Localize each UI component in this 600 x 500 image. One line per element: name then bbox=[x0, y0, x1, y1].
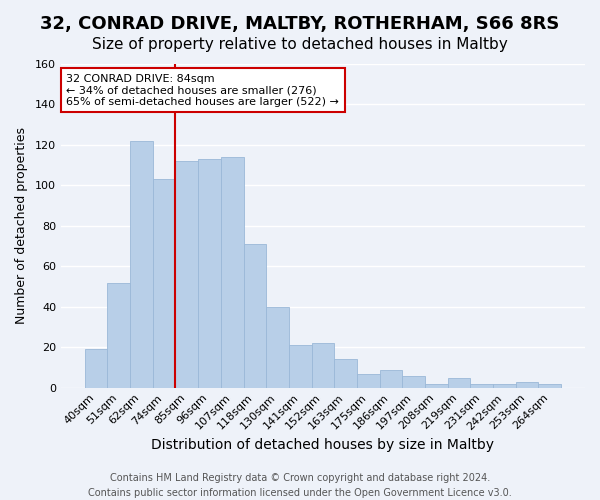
Bar bbox=[266, 307, 289, 388]
Bar bbox=[130, 141, 153, 388]
Bar bbox=[425, 384, 448, 388]
Bar bbox=[107, 282, 130, 388]
Bar bbox=[153, 180, 175, 388]
Bar bbox=[334, 360, 357, 388]
Bar bbox=[516, 382, 538, 388]
Text: Size of property relative to detached houses in Maltby: Size of property relative to detached ho… bbox=[92, 38, 508, 52]
Bar bbox=[289, 345, 311, 388]
Bar bbox=[311, 343, 334, 388]
Bar bbox=[493, 384, 516, 388]
Bar bbox=[198, 159, 221, 388]
Bar bbox=[403, 376, 425, 388]
Bar bbox=[538, 384, 561, 388]
Text: 32 CONRAD DRIVE: 84sqm
← 34% of detached houses are smaller (276)
65% of semi-de: 32 CONRAD DRIVE: 84sqm ← 34% of detached… bbox=[66, 74, 339, 107]
Bar bbox=[85, 350, 107, 388]
Bar bbox=[175, 161, 198, 388]
Text: Contains HM Land Registry data © Crown copyright and database right 2024.
Contai: Contains HM Land Registry data © Crown c… bbox=[88, 472, 512, 498]
Y-axis label: Number of detached properties: Number of detached properties bbox=[15, 128, 28, 324]
Bar bbox=[380, 370, 403, 388]
Bar bbox=[244, 244, 266, 388]
Bar bbox=[448, 378, 470, 388]
Bar bbox=[221, 157, 244, 388]
Text: 32, CONRAD DRIVE, MALTBY, ROTHERHAM, S66 8RS: 32, CONRAD DRIVE, MALTBY, ROTHERHAM, S66… bbox=[40, 15, 560, 33]
Bar bbox=[357, 374, 380, 388]
X-axis label: Distribution of detached houses by size in Maltby: Distribution of detached houses by size … bbox=[151, 438, 494, 452]
Bar bbox=[470, 384, 493, 388]
